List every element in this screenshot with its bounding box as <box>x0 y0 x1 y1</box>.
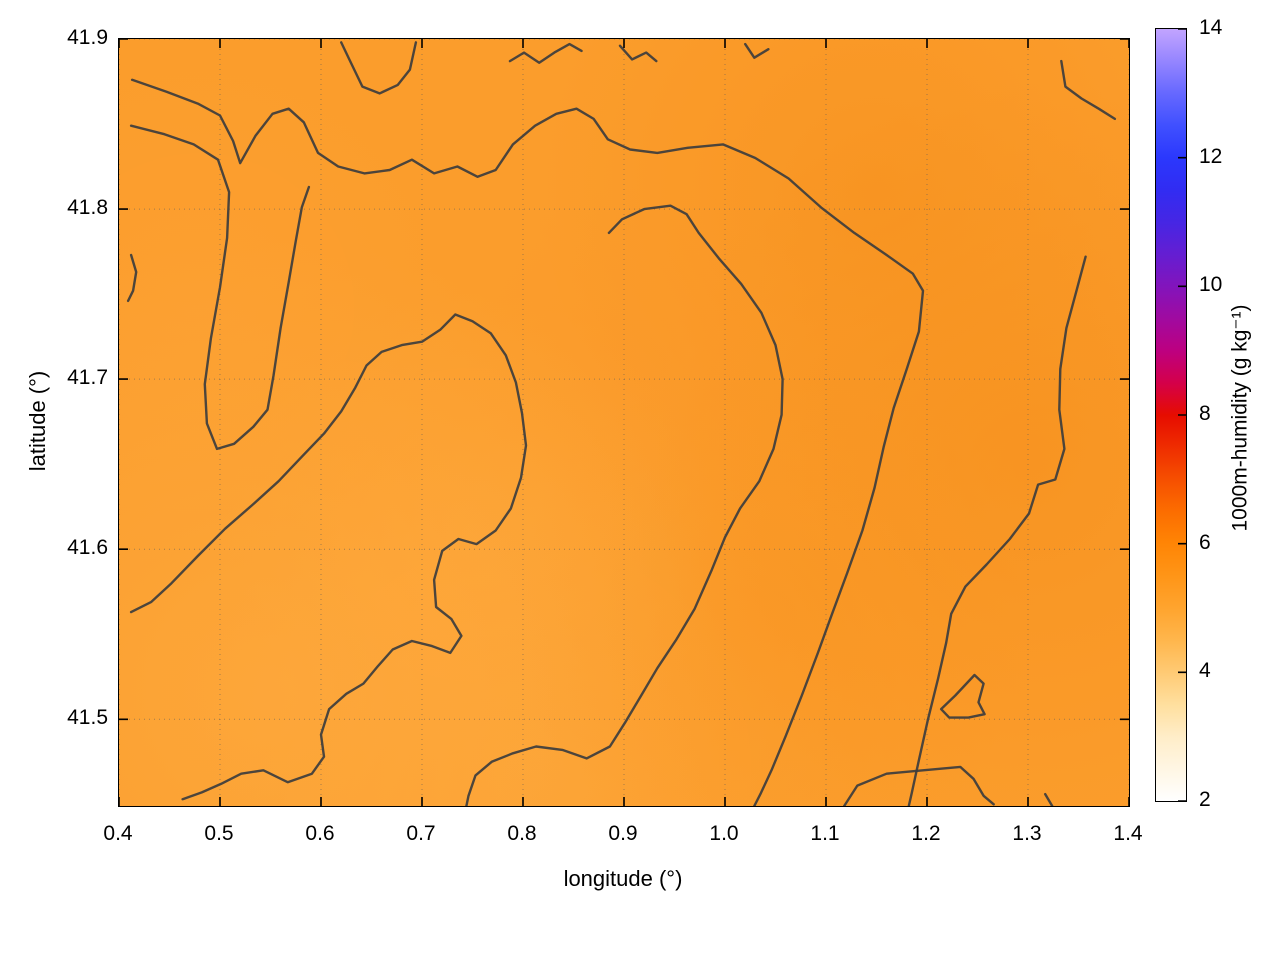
x-tick-label: 0.7 <box>406 822 436 845</box>
axis-ticks <box>119 39 1129 806</box>
contour-line <box>907 255 1087 806</box>
colorbar-tick-label: 14 <box>1199 16 1223 39</box>
x-tick-label: 0.9 <box>608 822 638 845</box>
colorbar <box>1155 28 1187 802</box>
colorbar-tick-label: 4 <box>1199 659 1211 683</box>
y-tick-label: 41.5 <box>67 706 108 730</box>
contour-line <box>339 41 418 95</box>
colorbar-tick-label: 10 <box>1199 273 1223 297</box>
colorbar-tick-label: 2 <box>1199 788 1211 811</box>
x-tick-label: 0.6 <box>305 822 335 845</box>
contour-line <box>744 42 770 59</box>
x-tick-label: 0.5 <box>204 822 234 845</box>
colorbar-ticks <box>1178 29 1186 801</box>
y-tick-label: 41.9 <box>67 26 108 49</box>
contour-line <box>129 124 311 451</box>
plot-area <box>118 38 1130 807</box>
contour-line <box>939 673 986 719</box>
contour-line <box>1044 792 1054 806</box>
y-axis-label: latitude (°) <box>25 370 50 472</box>
contour-lines <box>126 41 1117 806</box>
contour-line <box>465 204 784 806</box>
contour-line <box>1060 59 1117 121</box>
contour-line <box>130 78 925 806</box>
x-tick-label: 0.4 <box>103 822 133 845</box>
colorbar-tick-label: 12 <box>1199 144 1223 168</box>
grid-lines <box>119 39 1129 806</box>
colorbar-label: 1000m-humidity (g kg⁻¹) <box>1228 304 1252 532</box>
x-tick-label: 1.1 <box>810 822 840 845</box>
x-tick-label: 1.4 <box>1113 822 1143 845</box>
colorbar-tick-label: 8 <box>1199 402 1211 425</box>
x-tick-label: 0.8 <box>507 822 537 845</box>
x-tick-label: 1.2 <box>911 822 941 845</box>
contour-line <box>508 42 583 64</box>
contour-line <box>618 44 658 63</box>
colorbar-tick-label: 6 <box>1199 530 1211 554</box>
contour-line <box>126 253 138 303</box>
x-tick-label: 1.3 <box>1012 822 1042 845</box>
y-tick-label: 41.6 <box>67 536 108 560</box>
x-axis-label: longitude (°) <box>563 866 683 891</box>
heatmap-field <box>119 39 1129 806</box>
x-tick-label: 1.0 <box>709 822 739 845</box>
y-tick-label: 41.7 <box>67 366 108 390</box>
y-tick-label: 41.8 <box>67 196 108 220</box>
contour-line <box>843 765 995 806</box>
contour-line <box>129 313 528 801</box>
